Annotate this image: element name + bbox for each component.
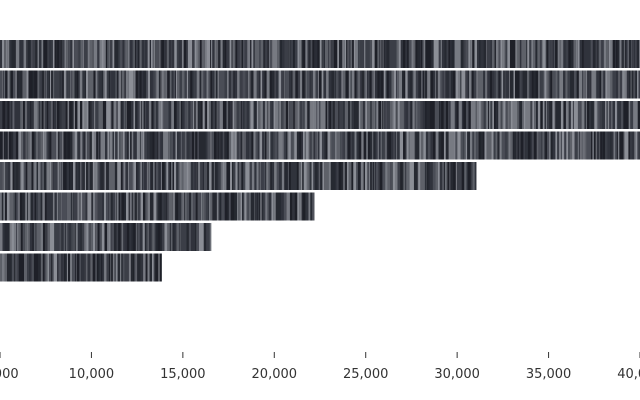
bar-1 xyxy=(0,40,640,68)
x-tick-label: 30,000 xyxy=(434,367,480,382)
bar-2 xyxy=(0,70,640,99)
x-tick-label: 20,000 xyxy=(252,367,298,382)
bar-8 xyxy=(0,253,162,282)
x-tick-label: 35,000 xyxy=(526,367,572,382)
x-tick-label: 25,000 xyxy=(343,367,389,382)
x-tick-label: 15,000 xyxy=(160,367,206,382)
x-tick-label: 40,000 xyxy=(617,367,640,382)
x-tick-label: 10,000 xyxy=(69,367,115,382)
x-tick-label: 5,000 xyxy=(0,367,19,382)
bar-4 xyxy=(0,131,640,160)
bar-7 xyxy=(0,223,212,251)
bars-group xyxy=(0,40,640,282)
bar-6 xyxy=(0,192,315,221)
bar-5 xyxy=(0,162,477,190)
bar-3 xyxy=(0,101,640,129)
x-axis: 5,000 10,000 15,000 20,000 25,000 30,000 35,00… xyxy=(0,352,640,382)
